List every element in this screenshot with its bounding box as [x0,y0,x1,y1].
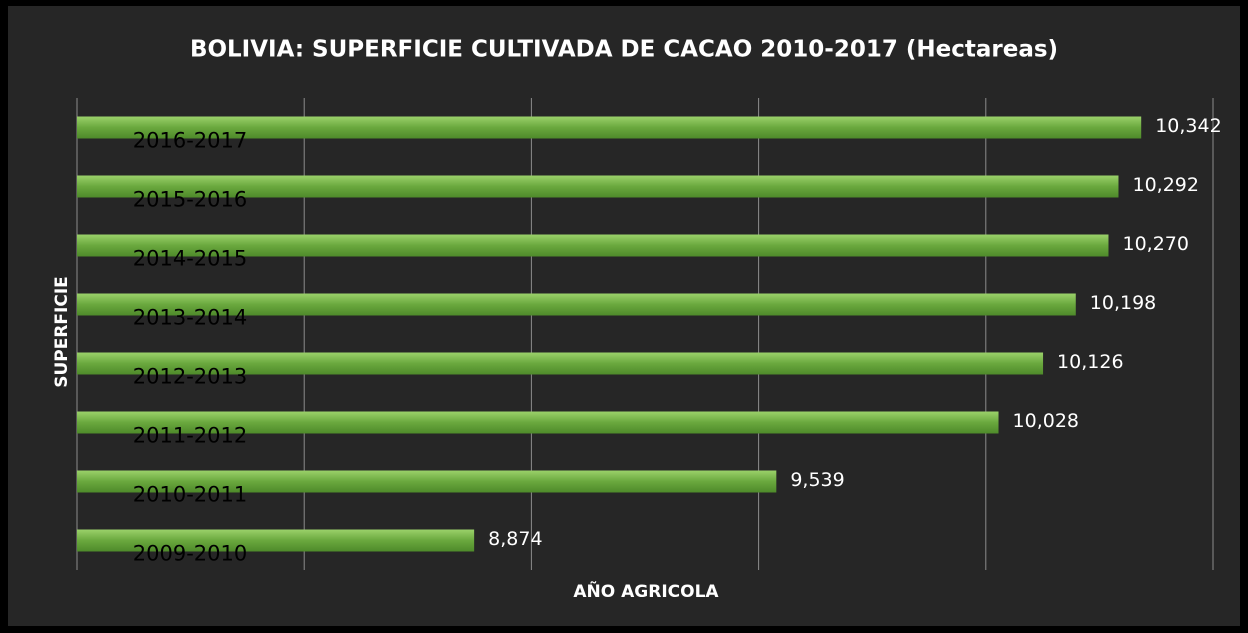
chart-area [8,6,1240,626]
data-label: 10,270 [1122,233,1188,255]
y-tick-label: 2014-2015 [133,247,247,271]
x-axis-title: AÑO AGRICOLA [573,579,719,602]
bar [77,116,1142,139]
data-label: 10,198 [1090,292,1156,314]
y-tick-label: 2016-2017 [133,129,247,153]
y-tick-label: 2015-2016 [133,188,247,212]
data-label: 9,539 [790,469,844,491]
bar [77,411,999,434]
bar [77,470,777,493]
bar [77,175,1119,198]
data-label: 10,028 [1013,410,1079,432]
data-label: 8,874 [488,528,542,550]
chart-title: BOLIVIA: SUPERFICIE CULTIVADA DE CACAO 2… [190,37,1058,63]
data-label: 10,292 [1132,174,1198,196]
bar [77,529,475,552]
bar [77,352,1044,375]
y-tick-label: 2013-2014 [133,306,247,330]
data-label: 10,126 [1057,351,1123,373]
y-tick-label: 2009-2010 [133,542,247,566]
bar [77,293,1076,316]
y-tick-label: 2010-2011 [133,483,247,507]
y-axis-title: SUPERFICIE [52,276,72,388]
data-label: 10,342 [1155,115,1221,137]
y-tick-label: 2011-2012 [133,424,247,448]
y-tick-label: 2012-2013 [133,365,247,389]
bar [77,234,1109,257]
